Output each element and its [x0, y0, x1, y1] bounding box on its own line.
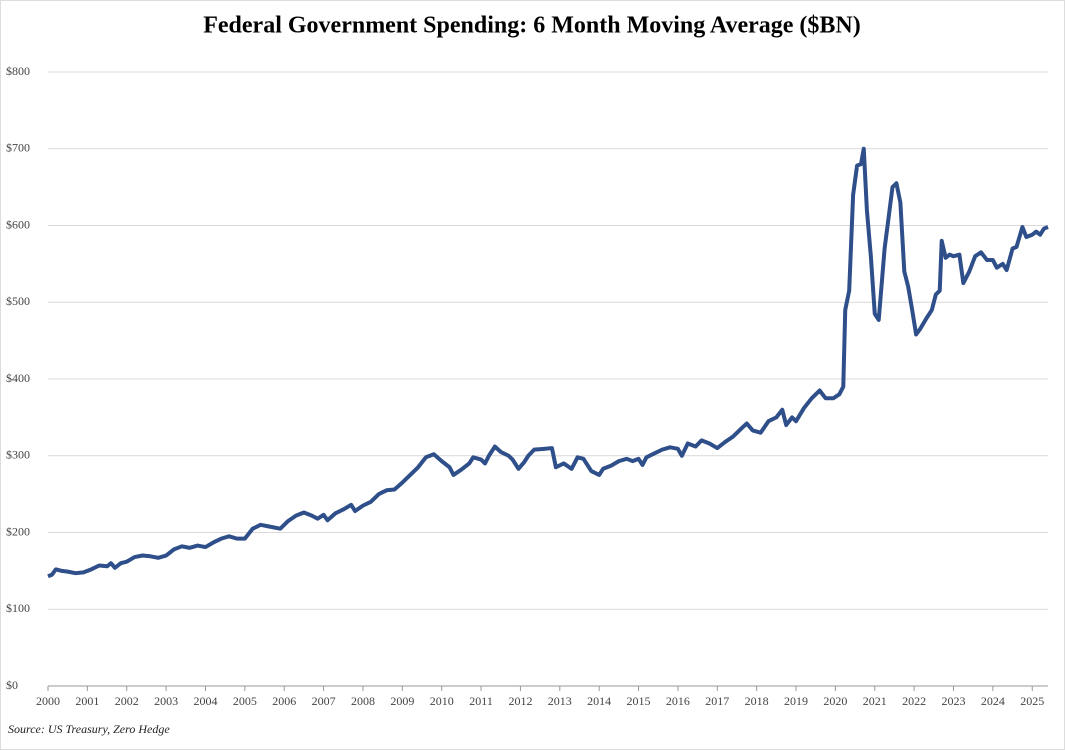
- x-tick-label: 2022: [902, 694, 926, 708]
- x-tick-label: 2002: [115, 694, 139, 708]
- x-tick-label: 2017: [705, 694, 729, 708]
- x-tick-label: 2025: [1020, 694, 1044, 708]
- x-tick-label: 2014: [587, 694, 611, 708]
- x-tick-label: 2018: [745, 694, 769, 708]
- data-line: [47, 146, 1049, 579]
- x-tick-label: 2015: [627, 694, 651, 708]
- x-tick-label: 2008: [351, 694, 375, 708]
- x-tick-label: 2004: [193, 694, 217, 708]
- x-tick-label: 2006: [272, 694, 296, 708]
- y-tick-label: $700: [6, 141, 30, 155]
- y-tick-label: $500: [6, 294, 30, 308]
- y-tick-label: $0: [6, 678, 18, 692]
- y-tick-label: $100: [6, 601, 30, 615]
- y-tick-label: $300: [6, 448, 30, 462]
- x-tick-label: 2020: [823, 694, 847, 708]
- y-tick-label: $200: [6, 524, 30, 538]
- y-tick-label: $600: [6, 217, 30, 231]
- x-tick-label: 2019: [784, 694, 808, 708]
- x-tick-label: 2007: [312, 694, 336, 708]
- x-tick-label: 2023: [942, 694, 966, 708]
- x-tick-label: 2009: [390, 694, 414, 708]
- x-tick-label: 2016: [666, 694, 690, 708]
- x-tick-label: 2021: [863, 694, 887, 708]
- x-tick-label: 2011: [469, 694, 493, 708]
- x-tick-label: 2012: [508, 694, 532, 708]
- y-tick-label: $800: [6, 64, 30, 78]
- y-tick-label: $400: [6, 371, 30, 385]
- x-tick-label: 2024: [981, 694, 1005, 708]
- x-tick-label: 2000: [36, 694, 60, 708]
- x-tick-label: 2003: [154, 694, 178, 708]
- source: Source: US Treasury, Zero Hedge: [8, 722, 170, 736]
- x-tick-label: 2010: [430, 694, 454, 708]
- chart-title: Federal Government Spending: 6 Month Mov…: [203, 13, 861, 39]
- x-tick-label: 2005: [233, 694, 257, 708]
- x-tick-label: 2001: [75, 694, 99, 708]
- x-tick-label: 2013: [548, 694, 572, 708]
